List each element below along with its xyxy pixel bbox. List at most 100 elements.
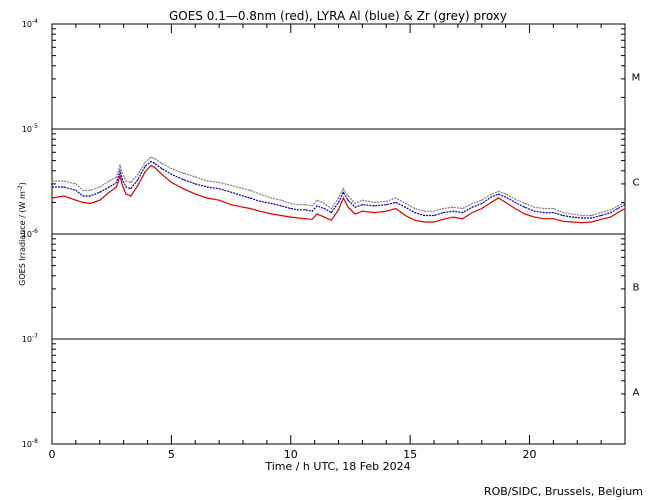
data-point	[423, 221, 425, 223]
data-point	[137, 184, 139, 186]
x-tick-label: 5	[168, 448, 175, 461]
data-point	[259, 200, 261, 202]
data-point	[442, 212, 445, 214]
data-point	[404, 206, 406, 208]
data-point	[373, 201, 375, 203]
data-point	[497, 190, 500, 192]
data-point	[170, 181, 172, 183]
data-point	[481, 202, 483, 205]
data-point	[514, 207, 516, 210]
data-point	[316, 213, 318, 215]
y-tick-label: 10-5	[22, 123, 38, 134]
data-point	[610, 212, 612, 214]
data-point	[137, 173, 139, 175]
data-point	[144, 165, 146, 167]
data-point	[617, 212, 619, 214]
series-line-goes	[51, 164, 626, 224]
data-point	[471, 202, 473, 205]
data-point	[600, 212, 602, 214]
y-axis-label-main: GOES Irradiance / (W m	[18, 191, 27, 286]
data-point	[82, 201, 84, 203]
data-point	[125, 180, 127, 182]
data-point	[330, 207, 332, 210]
data-point	[170, 168, 172, 170]
data-point	[242, 195, 244, 197]
data-point	[99, 186, 101, 188]
data-point	[115, 181, 118, 183]
x-tick-label: 0	[49, 448, 56, 461]
data-point	[600, 218, 602, 220]
data-point	[342, 197, 344, 199]
data-point	[230, 204, 232, 206]
data-point	[404, 202, 406, 205]
data-point	[373, 212, 375, 214]
data-point	[617, 207, 619, 210]
data-point	[342, 191, 344, 193]
data-point	[543, 218, 545, 220]
data-point	[51, 186, 53, 188]
x-tick-label: 20	[523, 448, 537, 461]
data-point	[304, 204, 306, 206]
data-point	[533, 206, 535, 208]
flare-class-label-c: C	[633, 178, 640, 189]
data-point	[119, 175, 121, 177]
data-point	[121, 184, 123, 186]
data-point	[462, 212, 464, 214]
data-point	[218, 188, 220, 190]
data-point	[481, 207, 483, 210]
data-point	[218, 199, 220, 201]
data-point	[524, 213, 526, 215]
data-point	[82, 195, 84, 197]
flare-class-labels: M C B A	[632, 73, 641, 399]
flare-class-label-a: A	[633, 388, 640, 399]
data-point	[206, 197, 208, 199]
data-point	[137, 179, 139, 181]
data-point	[99, 191, 101, 193]
data-point	[337, 209, 340, 211]
data-point	[497, 193, 500, 195]
data-point	[514, 198, 516, 200]
data-point	[543, 212, 545, 214]
data-point	[115, 176, 118, 178]
data-point	[150, 160, 152, 163]
x-axis-label: Time / h UTC, 18 Feb 2024	[264, 460, 410, 473]
data-point	[63, 186, 65, 188]
data-point	[259, 193, 261, 195]
data-point	[121, 179, 123, 181]
data-point	[182, 179, 184, 181]
data-point	[433, 221, 435, 223]
data-point	[481, 199, 483, 201]
data-point	[297, 217, 299, 219]
data-point	[304, 218, 306, 220]
data-point	[99, 199, 101, 201]
x-tick-label: 15	[403, 448, 417, 461]
data-point	[617, 205, 619, 207]
data-point	[610, 216, 612, 218]
y-tick-label: 10-6	[22, 228, 38, 239]
data-point	[347, 199, 349, 201]
data-point	[385, 210, 387, 212]
data-point	[414, 219, 416, 221]
data-point	[206, 186, 208, 188]
data-point	[497, 197, 500, 199]
data-point	[89, 189, 91, 191]
y-axis-label-end: )	[18, 182, 27, 185]
data-point	[290, 216, 292, 218]
data-point	[571, 221, 574, 223]
data-point	[182, 172, 184, 174]
data-point	[571, 213, 574, 215]
data-point	[182, 188, 184, 190]
data-point	[505, 201, 507, 203]
data-point	[170, 173, 172, 175]
data-point	[514, 201, 516, 203]
data-point	[395, 201, 397, 203]
data-point	[571, 216, 574, 218]
data-point	[462, 218, 464, 220]
data-point	[354, 202, 356, 205]
data-point	[194, 176, 196, 178]
data-point	[533, 216, 535, 218]
data-point	[395, 197, 397, 199]
data-point	[414, 212, 416, 214]
data-point	[591, 217, 593, 219]
data-point	[230, 184, 232, 186]
